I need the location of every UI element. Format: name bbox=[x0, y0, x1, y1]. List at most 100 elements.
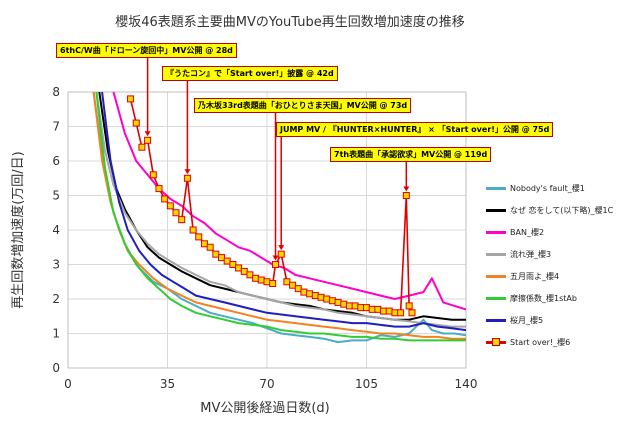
annotation-connectors bbox=[144, 57, 410, 261]
x-tick-label: 0 bbox=[64, 377, 72, 391]
data-point bbox=[149, 171, 157, 179]
x-tick-label: 70 bbox=[259, 377, 274, 391]
legend-marker bbox=[492, 338, 500, 346]
data-point bbox=[408, 309, 416, 317]
series-line bbox=[101, 92, 466, 332]
x-axis-label: MV公開後経過日数(d) bbox=[200, 401, 330, 416]
data-point bbox=[172, 209, 180, 217]
data-point bbox=[405, 302, 413, 310]
legend-swatch bbox=[486, 209, 506, 212]
data-point bbox=[161, 195, 169, 203]
annotation-box: 『うたコン』で「Start over!」披露 @ 42d bbox=[162, 66, 338, 81]
legend-label: 五月雨よ_櫻4 bbox=[510, 272, 560, 281]
data-point bbox=[283, 278, 291, 286]
x-tick-label: 105 bbox=[355, 377, 378, 391]
series-layer bbox=[92, 92, 466, 344]
annotation-arrowhead bbox=[278, 245, 285, 251]
data-point bbox=[155, 185, 163, 193]
data-point bbox=[200, 240, 208, 248]
data-point bbox=[368, 305, 376, 313]
data-point bbox=[183, 174, 191, 182]
y-tick-label: 7 bbox=[52, 120, 60, 134]
data-point bbox=[385, 307, 393, 315]
data-point bbox=[138, 143, 146, 151]
x-axis-ticks: 0 35 70 105 140 bbox=[64, 377, 477, 391]
legend-swatch bbox=[486, 231, 506, 234]
data-point bbox=[357, 304, 365, 312]
series-line bbox=[95, 92, 466, 328]
data-point bbox=[334, 298, 342, 306]
data-point bbox=[294, 285, 302, 293]
data-point bbox=[218, 254, 226, 262]
series-3 bbox=[95, 92, 466, 328]
data-point bbox=[269, 279, 277, 287]
data-point bbox=[351, 302, 359, 310]
data-point bbox=[189, 226, 197, 234]
legend-swatch bbox=[486, 253, 506, 256]
y-tick-label: 4 bbox=[52, 223, 60, 237]
data-point bbox=[306, 290, 314, 298]
data-point bbox=[363, 304, 370, 312]
y-axis-ticks: 0 1 2 3 4 5 6 7 8 bbox=[52, 85, 60, 375]
x-tick-label: 140 bbox=[455, 377, 478, 391]
series-6 bbox=[101, 92, 466, 332]
data-point bbox=[374, 305, 382, 313]
data-point bbox=[311, 292, 319, 300]
data-point bbox=[195, 233, 203, 241]
legend-label: なぜ 恋をして(以下略)_櫻1C bbox=[510, 206, 614, 215]
data-point bbox=[223, 257, 231, 265]
y-tick-label: 2 bbox=[52, 292, 60, 306]
data-point bbox=[252, 274, 260, 282]
x-tick-label: 35 bbox=[160, 377, 175, 391]
annotation-arrowhead bbox=[272, 255, 279, 261]
legend-swatch bbox=[486, 319, 506, 322]
data-point bbox=[328, 297, 336, 305]
series-5 bbox=[95, 92, 466, 342]
data-point bbox=[127, 95, 135, 103]
y-tick-label: 5 bbox=[52, 189, 60, 203]
data-point bbox=[144, 136, 152, 144]
series-4 bbox=[92, 92, 466, 340]
y-tick-label: 6 bbox=[52, 154, 60, 168]
legend-swatch bbox=[486, 297, 506, 300]
data-point bbox=[229, 261, 237, 268]
annotation-box: 7th表題曲「承認欲求」MV公開 @ 119d bbox=[330, 147, 492, 162]
legend-label: Start over!_櫻6 bbox=[510, 338, 571, 347]
chart-title: 櫻坂46表題系主要曲MVのYouTube再生回数増加速度の推移 bbox=[115, 14, 465, 30]
annotation-box: 乃木坂33rd表題曲「おひとりさま天国」MV公開 @ 73d bbox=[194, 98, 412, 113]
y-axis-label: 再生回数増加速度(万回/日) bbox=[10, 151, 26, 309]
annotation-box: 6thC/W曲「ドローン旋回中」MV公開 @ 28d bbox=[56, 43, 237, 58]
data-point bbox=[240, 267, 248, 275]
y-tick-label: 1 bbox=[52, 327, 60, 341]
annotation-arrowhead bbox=[403, 186, 410, 192]
data-point bbox=[391, 309, 399, 317]
data-point bbox=[380, 307, 388, 315]
annotation-box: JUMP MV / 『HUNTER×HUNTER』 × 「Start over!… bbox=[276, 122, 554, 137]
data-point bbox=[235, 264, 243, 272]
data-point bbox=[300, 288, 308, 296]
series-line bbox=[95, 92, 466, 342]
data-point bbox=[263, 278, 271, 286]
data-point bbox=[246, 271, 254, 279]
legend-label: 桜月_櫻5 bbox=[510, 316, 544, 325]
data-point bbox=[345, 302, 353, 310]
legend-swatch bbox=[486, 275, 506, 278]
data-point bbox=[323, 295, 331, 303]
annotation-arrowhead bbox=[184, 169, 191, 175]
data-point bbox=[257, 276, 265, 284]
plot-area bbox=[67, 91, 467, 369]
y-tick-label: 0 bbox=[52, 361, 60, 375]
series-7 bbox=[127, 95, 416, 317]
y-tick-label: 8 bbox=[52, 85, 60, 99]
data-point bbox=[289, 281, 297, 289]
y-tick-label: 3 bbox=[52, 258, 60, 272]
data-point bbox=[206, 243, 214, 251]
legend-label: Nobody's fault_櫻1 bbox=[510, 184, 585, 193]
data-point bbox=[166, 202, 174, 210]
data-point bbox=[340, 300, 348, 308]
legend-label: 摩擦係数_櫻1stAb bbox=[510, 294, 577, 303]
data-point bbox=[402, 192, 410, 199]
data-point bbox=[272, 261, 280, 268]
data-point bbox=[212, 250, 220, 258]
